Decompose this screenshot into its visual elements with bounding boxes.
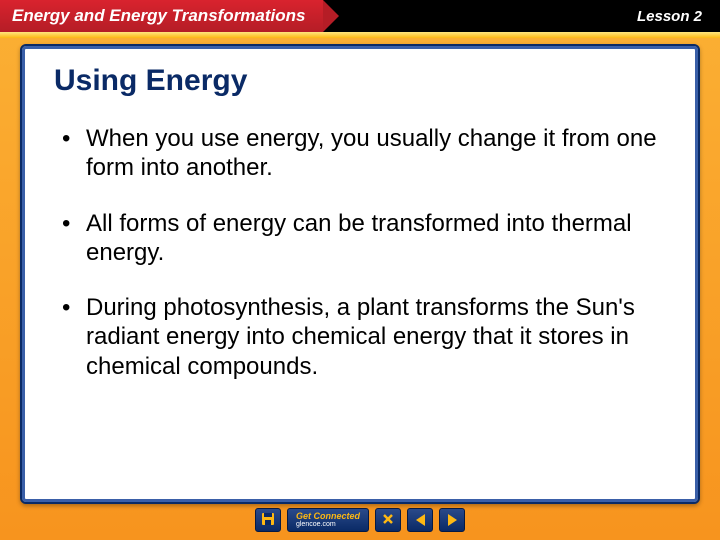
header-spacer	[323, 0, 636, 32]
accent-strip	[0, 32, 720, 38]
save-button[interactable]	[255, 508, 281, 532]
chapter-title: Energy and Energy Transformations	[12, 6, 305, 26]
get-connected-button[interactable]: Get Connected glencoe.com	[287, 508, 369, 532]
header-bar: Energy and Energy Transformations Lesson…	[0, 0, 720, 32]
bullet-item: All forms of energy can be transformed i…	[62, 209, 674, 268]
content-panel: Using Energy When you use energy, you us…	[20, 44, 700, 504]
slide-frame: Energy and Energy Transformations Lesson…	[0, 0, 720, 540]
close-button[interactable]	[375, 508, 401, 532]
bullet-item: When you use energy, you usually change …	[62, 124, 674, 183]
next-button[interactable]	[439, 508, 465, 532]
prev-button[interactable]	[407, 508, 433, 532]
slide-title: Using Energy	[54, 64, 674, 98]
connected-url: glencoe.com	[296, 521, 360, 528]
chevron-left-icon	[416, 514, 425, 526]
close-icon	[382, 513, 394, 528]
bullet-item: During photosynthesis, a plant transform…	[62, 293, 674, 381]
bullet-list: When you use energy, you usually change …	[52, 124, 674, 381]
connected-label: Get Connected	[296, 512, 360, 521]
chevron-right-icon	[448, 514, 457, 526]
disk-icon	[261, 512, 275, 529]
chapter-title-banner: Energy and Energy Transformations	[0, 0, 323, 32]
footer-nav: Get Connected glencoe.com	[0, 506, 720, 534]
lesson-label: Lesson 2	[637, 0, 720, 32]
